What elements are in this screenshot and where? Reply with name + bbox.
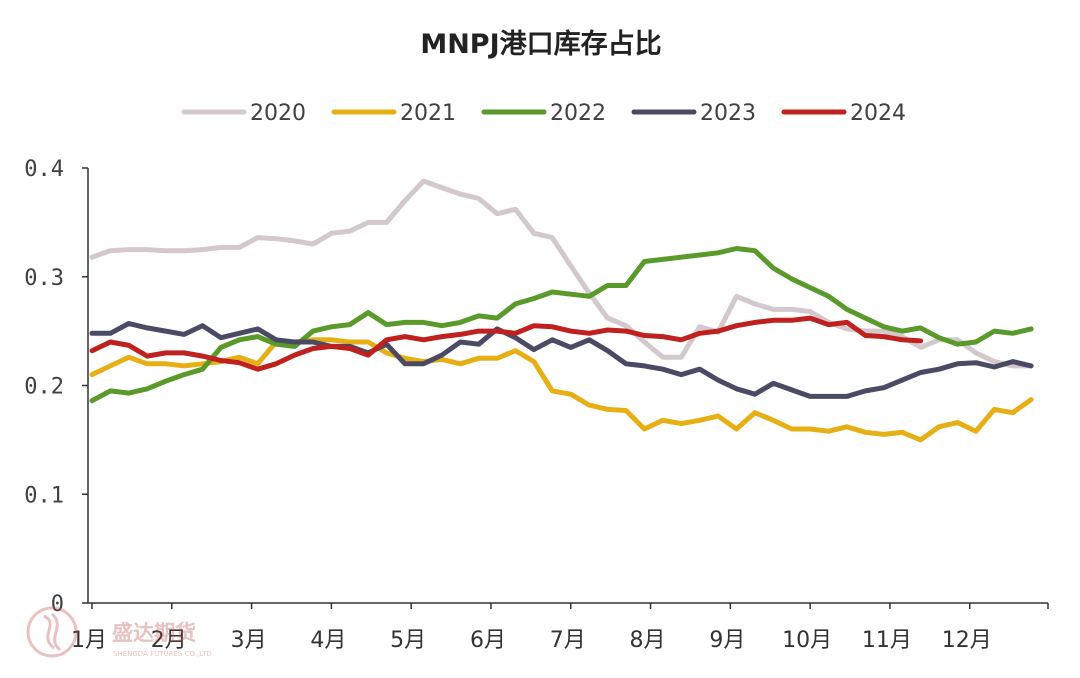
series-line-2024 (89, 315, 924, 372)
legend-item-2021: 2021 (331, 101, 456, 126)
y-tick-label: 0 (51, 592, 64, 617)
y-tick-label: 0.1 (24, 483, 64, 508)
x-tick-label: 11月 (862, 628, 912, 653)
brand-logo-icon (26, 606, 78, 658)
brand-watermark: 盛达期货 SHENGDA FUTURES CO.,LTD. (26, 606, 214, 658)
x-tick-label: 8月 (630, 628, 666, 653)
series-group (89, 178, 1034, 443)
y-tick-label: 0.2 (24, 375, 64, 400)
x-tick-label: 5月 (390, 628, 426, 653)
x-tick-label: 7月 (550, 628, 586, 653)
legend-item-2024: 2024 (781, 101, 906, 126)
x-tick-label: 12月 (942, 628, 992, 653)
x-tick-label: 6月 (470, 628, 506, 653)
x-tick-label: 4月 (310, 628, 346, 653)
y-tick-label: 0.4 (24, 157, 64, 182)
legend-item-2023: 2023 (631, 101, 756, 126)
x-tick-label: 1月 (71, 628, 107, 653)
series-line-2020 (89, 178, 1034, 369)
legend-item-2022: 2022 (481, 101, 606, 126)
legend-label: 2024 (850, 101, 906, 126)
legend-item-2020: 2020 (181, 101, 306, 126)
series-line-2021 (89, 337, 1034, 443)
series-line-2023 (89, 321, 1034, 399)
x-tick-label: 3月 (231, 628, 267, 653)
x-tick-label: 9月 (709, 628, 745, 653)
y-ticks: 0 0.1 0.2 0.3 0.4 (24, 157, 88, 617)
watermark-brand-cn: 盛达期货 (112, 621, 196, 645)
legend-label: 2023 (700, 101, 756, 126)
series-line-2022 (89, 246, 1034, 404)
legend-label: 2021 (400, 101, 456, 126)
chart-title: MNPJ港口库存占比 (420, 29, 661, 60)
legend-label: 2022 (550, 101, 606, 126)
x-tick-label: 10月 (782, 628, 832, 653)
chart-legend: 2020 2021 2022 2023 2024 (181, 101, 906, 126)
legend-label: 2020 (250, 101, 306, 126)
watermark-brand-en: SHENGDA FUTURES CO.,LTD. (113, 650, 214, 658)
y-tick-label: 0.3 (24, 266, 64, 291)
x-tick-label: 2月 (151, 628, 187, 653)
x-ticks: 1月 2月 3月 4月 5月 6月 7月 8月 9月 10月 11月 12月 (71, 603, 1049, 653)
chart-axes (87, 168, 1048, 604)
